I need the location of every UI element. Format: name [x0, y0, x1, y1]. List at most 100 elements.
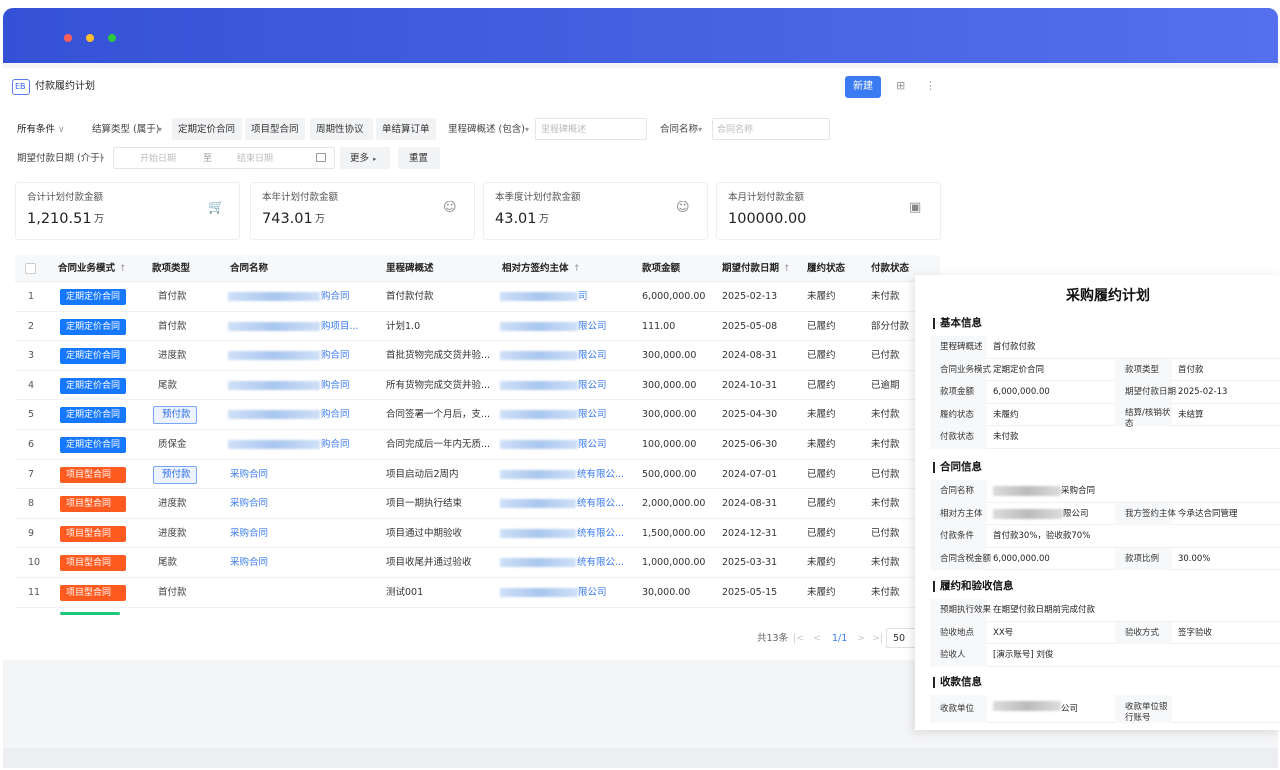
detail-value: 采购合同: [1061, 486, 1096, 497]
filter-chip[interactable]: [376, 118, 436, 140]
contract-name[interactable]: 购合同: [321, 350, 350, 362]
detail-value: 2025-02-13: [1178, 387, 1228, 398]
page-size: 50: [893, 633, 906, 644]
milestone: 项目收尾并通过验收: [386, 557, 472, 569]
mode-tag-label: 项目型合同: [66, 528, 112, 539]
milestone: 首批货物完成交货并验...: [386, 350, 491, 362]
detail-value: 未履约: [993, 409, 1019, 420]
detail-row: [930, 644, 1280, 667]
contract-name[interactable]: 采购合同: [230, 527, 269, 539]
max-dot[interactable]: [108, 34, 116, 42]
column-header[interactable]: 里程碑概述: [386, 263, 434, 274]
column-header[interactable]: 合同业务模式: [58, 263, 116, 274]
pay-status: 未付款: [871, 291, 900, 302]
mode-tag-label: 项目型合同: [66, 469, 112, 480]
new-button[interactable]: [845, 76, 881, 98]
counterparty[interactable]: 限公司: [578, 350, 607, 362]
contract-name[interactable]: 购项目...: [321, 320, 359, 332]
contract-input[interactable]: [712, 118, 830, 140]
next-page[interactable]: >: [857, 633, 865, 644]
contract-name[interactable]: 购合同: [321, 379, 350, 391]
counterparty[interactable]: 限公司: [578, 439, 607, 450]
detail-value: 6,000,000.00: [993, 387, 1050, 398]
row-index: 6: [28, 439, 35, 450]
date-filter[interactable]: 期望付款日期 (介于): [17, 153, 104, 164]
grid-icon[interactable]: ⊞: [896, 79, 906, 92]
mode-tag-label: 项目型合同: [66, 558, 112, 569]
mode-tag-label: 项目型合同: [66, 588, 112, 598]
payment-type: 进度款: [158, 350, 187, 362]
contract-name[interactable]: 采购合同: [230, 498, 269, 510]
header-checkbox[interactable]: [25, 263, 36, 274]
new-button-label: 新建: [853, 81, 873, 92]
reset-button[interactable]: [398, 147, 440, 169]
prev-page[interactable]: <: [813, 633, 821, 644]
pagination-total: 共13条: [757, 633, 789, 644]
filter-chip-label: 单结算订单: [382, 124, 430, 135]
detail-label-cell: [930, 358, 987, 381]
dropdown-arrow: ▾: [525, 125, 530, 134]
milestone-input[interactable]: [535, 118, 647, 140]
more-icon[interactable]: ⋮: [925, 79, 936, 92]
first-page[interactable]: |<: [793, 633, 805, 644]
column-header[interactable]: 相对方签约主体: [502, 263, 569, 274]
stat-icon: ☺: [443, 201, 457, 215]
filter-chip[interactable]: [245, 118, 305, 140]
amount: 6,000,000.00: [642, 291, 706, 302]
column-header[interactable]: 款项类型: [152, 263, 191, 274]
stat-label: 本季度计划付款金额: [495, 192, 581, 203]
table-row: [15, 548, 940, 578]
column-header[interactable]: 款项金额: [642, 263, 681, 274]
counterparty[interactable]: 限公司: [578, 587, 607, 598]
detail-label: 相对方主体: [940, 508, 983, 519]
filter-chip[interactable]: [310, 118, 373, 140]
contract-name[interactable]: 采购合同: [230, 468, 269, 480]
detail-label: 付款状态: [940, 432, 975, 443]
expected-date: 2025-05-08: [722, 320, 778, 332]
counterparty[interactable]: 统有限公...: [577, 557, 625, 569]
contract-name[interactable]: 购合同: [321, 291, 350, 302]
date-input[interactable]: [113, 147, 335, 169]
column-header[interactable]: 合同名称: [230, 263, 269, 274]
settlement-filter[interactable]: 结算类型 (属于): [92, 124, 160, 135]
section-marker: [933, 677, 935, 688]
last-page[interactable]: >|: [872, 633, 884, 644]
counterparty[interactable]: 限公司: [578, 320, 607, 332]
detail-label-cell: [930, 381, 987, 404]
title-bar: [3, 8, 1278, 63]
detail-value: 首付款30%，验收款70%: [993, 531, 1091, 542]
expected-date: 2025-02-13: [722, 291, 778, 302]
redacted-block: [500, 380, 578, 390]
counterparty[interactable]: 统有限公...: [577, 498, 625, 510]
counterparty[interactable]: 统有限公...: [577, 468, 625, 480]
contract-filter[interactable]: 合同名称: [660, 124, 699, 135]
redacted-block: [500, 588, 578, 597]
mode-tag: [60, 377, 126, 394]
milestone-filter[interactable]: 里程碑概述 (包含): [448, 124, 525, 135]
counterparty[interactable]: 司: [578, 291, 588, 302]
contract-name[interactable]: 采购合同: [230, 557, 269, 569]
section-marker: [933, 581, 935, 592]
all-conditions[interactable]: 所有条件: [17, 124, 56, 135]
filter-chip[interactable]: [172, 118, 242, 140]
contract-name[interactable]: 购合同: [321, 409, 350, 421]
more-button[interactable]: [340, 147, 390, 169]
column-header[interactable]: 履约状态: [807, 263, 846, 274]
detail-row: [930, 548, 1280, 570]
stat-icon: ▣: [909, 201, 922, 215]
end-date: 结束日期: [237, 154, 274, 164]
counterparty[interactable]: 限公司: [578, 379, 607, 391]
column-header[interactable]: 期望付款日期: [722, 263, 780, 274]
column-header[interactable]: 付款状态: [871, 263, 910, 274]
detail-label-cell: [1115, 358, 1172, 381]
expected-date: 2024-08-31: [722, 350, 778, 362]
amount: 300,000.00: [642, 350, 697, 362]
sort-icon: ↑: [119, 264, 127, 274]
row-index: 8: [28, 498, 35, 510]
contract-name[interactable]: 购合同: [321, 439, 350, 450]
counterparty[interactable]: 限公司: [578, 409, 607, 421]
close-dot[interactable]: [64, 34, 72, 42]
min-dot[interactable]: [86, 34, 94, 42]
counterparty[interactable]: 统有限公...: [577, 527, 625, 539]
payment-type: 首付款: [158, 587, 187, 598]
